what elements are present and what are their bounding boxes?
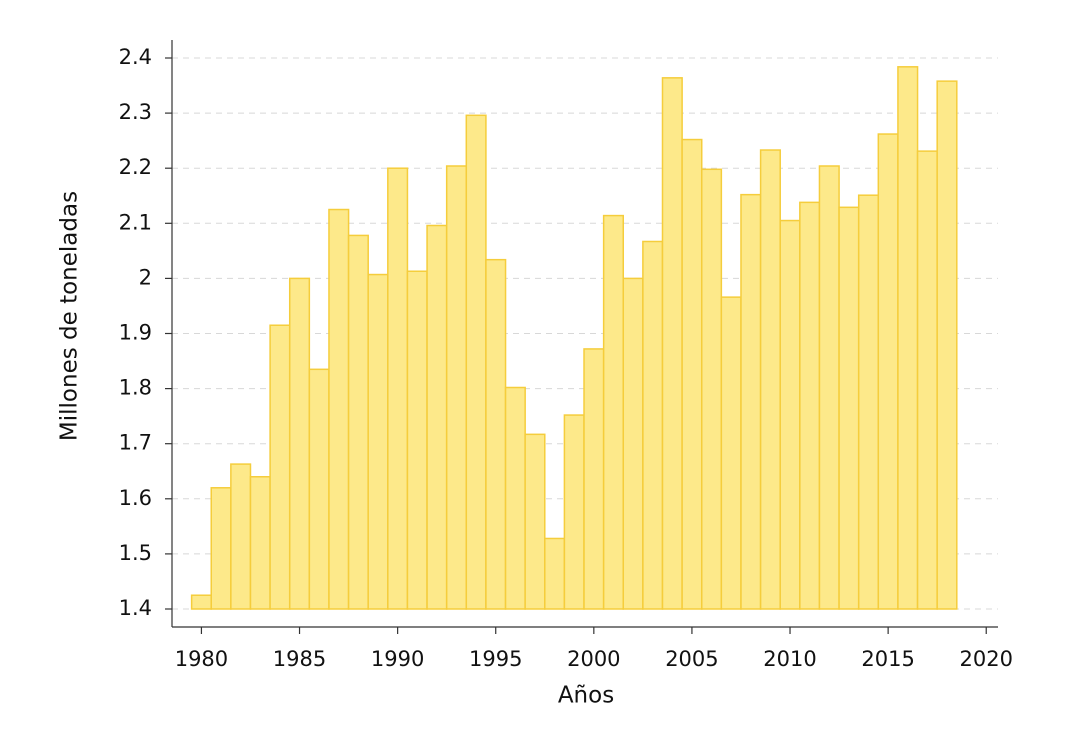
y-axis-label: Millones de toneladas	[57, 191, 83, 441]
y-tick-label: 1.7	[119, 431, 152, 455]
bar	[877, 133, 899, 610]
bar	[347, 234, 369, 610]
y-tick-label: 2	[139, 265, 152, 289]
y-tick-label: 1.5	[119, 541, 152, 565]
bar	[230, 463, 252, 610]
bar	[897, 66, 919, 610]
bar	[799, 201, 821, 610]
bar	[740, 193, 762, 610]
x-tick-label: 2020	[960, 647, 1013, 671]
x-tick-label: 1985	[273, 647, 326, 671]
y-tick-label: 2.3	[119, 100, 152, 124]
bar	[504, 386, 526, 610]
x-tick-label: 1980	[175, 647, 228, 671]
bar	[700, 168, 723, 610]
bar	[838, 206, 860, 610]
bar	[759, 149, 781, 610]
bar	[308, 368, 330, 610]
bar	[661, 77, 683, 610]
bar	[406, 270, 428, 610]
bar	[249, 476, 271, 610]
bar	[681, 138, 703, 610]
bar	[485, 258, 507, 610]
bar	[936, 80, 958, 610]
bar	[563, 414, 585, 610]
bar	[602, 214, 625, 610]
bar	[779, 219, 801, 610]
bar	[583, 348, 605, 610]
bar	[367, 273, 389, 610]
y-tick-label: 1.8	[119, 376, 152, 400]
bar	[387, 167, 409, 610]
y-tick-label: 2.1	[119, 210, 152, 234]
bar	[269, 324, 291, 610]
y-tick-label: 2.2	[119, 155, 152, 179]
bar	[445, 165, 468, 610]
y-tick-label: 1.9	[119, 321, 152, 345]
x-tick-label: 1995	[469, 647, 522, 671]
bar	[524, 433, 546, 610]
bar	[720, 296, 742, 610]
bar	[328, 208, 350, 610]
y-tick-label: 1.4	[119, 596, 152, 620]
bar	[857, 194, 880, 610]
x-tick-label: 2010	[763, 647, 816, 671]
bar	[288, 277, 311, 610]
bar	[818, 165, 840, 610]
x-tick-label: 2005	[665, 647, 718, 671]
bar	[426, 224, 448, 610]
y-tick-label: 1.6	[119, 486, 152, 510]
bar	[210, 487, 232, 610]
x-tick-label: 2015	[861, 647, 914, 671]
x-tick-label: 2000	[567, 647, 620, 671]
bar	[465, 114, 487, 610]
bar	[544, 537, 566, 610]
bar	[916, 150, 938, 610]
bar	[622, 277, 644, 610]
y-tick-label: 2.4	[119, 45, 152, 69]
x-axis-label: Años	[558, 683, 614, 709]
bar	[190, 594, 212, 610]
x-tick-label: 1990	[371, 647, 424, 671]
bar	[642, 240, 664, 610]
